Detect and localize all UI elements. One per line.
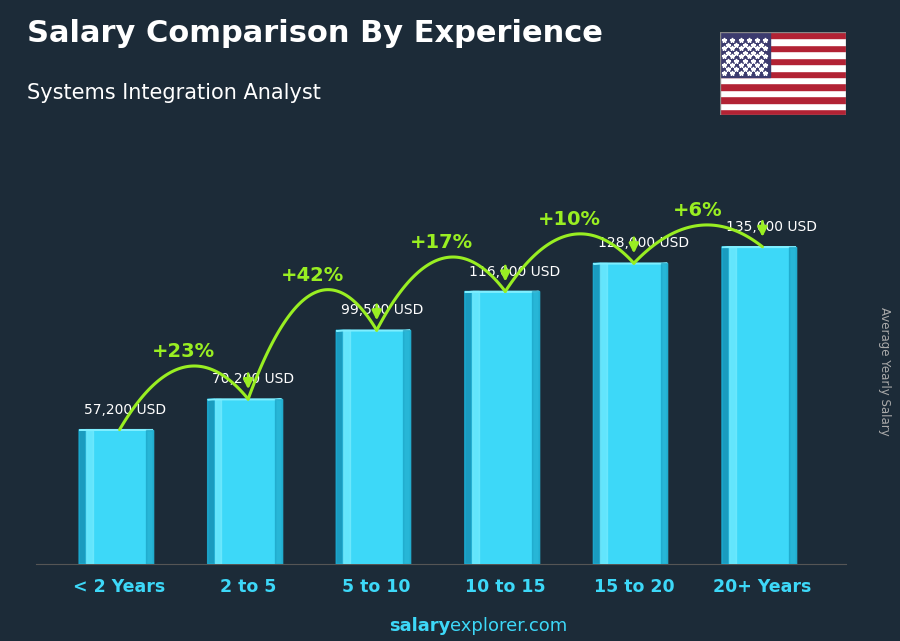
Text: 128,000 USD: 128,000 USD (598, 237, 689, 250)
Bar (720, 77, 846, 83)
Bar (789, 247, 796, 564)
Text: +6%: +6% (673, 201, 723, 221)
Bar (729, 247, 735, 564)
Bar (720, 38, 846, 45)
Text: 116,000 USD: 116,000 USD (469, 265, 561, 278)
Bar (720, 103, 846, 109)
Bar (720, 64, 846, 71)
Bar (532, 292, 539, 564)
Text: +17%: +17% (410, 233, 472, 253)
Text: Salary Comparison By Experience: Salary Comparison By Experience (27, 19, 603, 48)
Text: 70,200 USD: 70,200 USD (212, 372, 294, 386)
Bar (720, 83, 846, 90)
Bar (729, 247, 796, 564)
Text: Average Yearly Salary: Average Yearly Salary (878, 308, 890, 436)
Bar (147, 429, 153, 564)
Text: +10%: +10% (538, 210, 601, 229)
Bar (343, 330, 410, 564)
Polygon shape (79, 429, 86, 564)
Polygon shape (464, 292, 472, 564)
Bar (720, 45, 846, 51)
Bar (720, 71, 846, 77)
Bar (86, 429, 93, 564)
Bar (215, 399, 282, 564)
Polygon shape (593, 263, 667, 264)
Text: 57,200 USD: 57,200 USD (84, 403, 166, 417)
Polygon shape (337, 330, 410, 331)
Polygon shape (722, 247, 729, 564)
Bar (274, 399, 282, 564)
Polygon shape (208, 399, 215, 564)
Bar (720, 32, 846, 38)
Bar (720, 109, 846, 115)
Polygon shape (337, 330, 343, 564)
Polygon shape (79, 429, 153, 430)
Polygon shape (208, 399, 282, 400)
Bar (600, 263, 667, 564)
Bar (86, 429, 153, 564)
Bar (600, 263, 608, 564)
Bar (720, 51, 846, 58)
Text: 99,500 USD: 99,500 USD (341, 303, 423, 317)
Bar (472, 292, 479, 564)
Bar (720, 96, 846, 103)
Text: salary: salary (389, 617, 450, 635)
Text: Systems Integration Analyst: Systems Integration Analyst (27, 83, 321, 103)
Text: +23%: +23% (152, 342, 215, 362)
Bar (720, 32, 770, 77)
Text: explorer.com: explorer.com (450, 617, 567, 635)
Bar (661, 263, 667, 564)
Bar (472, 292, 539, 564)
Text: +42%: +42% (281, 266, 344, 285)
Bar (215, 399, 221, 564)
Text: 135,000 USD: 135,000 USD (726, 220, 817, 234)
Bar (720, 90, 846, 96)
Bar (403, 330, 410, 564)
Bar (720, 58, 846, 64)
Bar (343, 330, 350, 564)
Polygon shape (593, 263, 600, 564)
